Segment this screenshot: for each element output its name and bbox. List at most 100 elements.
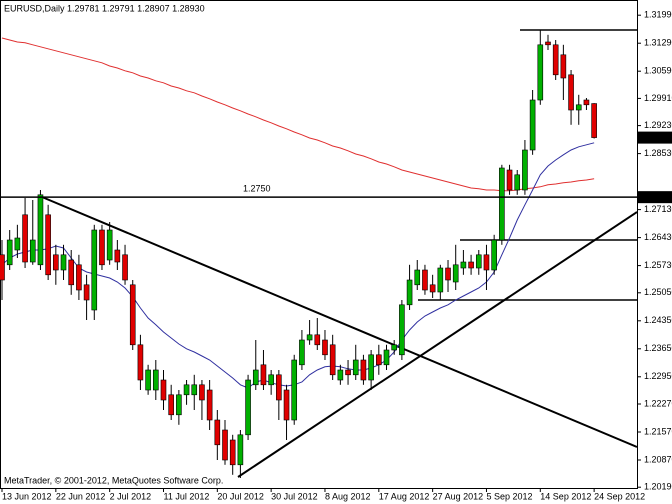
candle-body xyxy=(575,104,582,111)
candle-body xyxy=(99,229,105,266)
x-tick-label: 13 Jun 2012 xyxy=(2,491,52,501)
candle-body xyxy=(191,384,198,396)
x-tick-label: 8 Aug 2012 xyxy=(325,491,371,501)
candle-body xyxy=(537,44,544,101)
candle-body xyxy=(145,369,151,391)
footer: MetaTrader, © 2001-2012, MetaQuotes Soft… xyxy=(4,475,223,485)
candle-body xyxy=(322,339,328,356)
x-tick-label: 2 Jul 2012 xyxy=(110,491,152,501)
candle-body xyxy=(360,359,367,381)
candle-body xyxy=(91,229,98,311)
x-tick-label: 27 Aug 2012 xyxy=(433,491,484,501)
candle-body xyxy=(176,394,182,416)
y-tick-label: 1.25050 xyxy=(644,287,672,297)
y-tick-label: 1.31990 xyxy=(644,10,672,20)
candle-body xyxy=(245,379,251,436)
y-tick-label: 1.30590 xyxy=(644,66,672,76)
y-tick-label: 1.25730 xyxy=(644,260,672,270)
candle-body xyxy=(376,354,382,366)
price-tag-label: 1.27441 xyxy=(641,192,672,202)
candle-body xyxy=(383,349,390,366)
candle-body xyxy=(429,284,436,293)
candle-body xyxy=(552,44,559,76)
candle-body xyxy=(68,259,75,286)
x-tick-label: 22 Jun 2012 xyxy=(56,491,106,501)
candle-body xyxy=(214,419,221,446)
candle-body xyxy=(414,269,421,286)
candle-body xyxy=(60,254,67,271)
candle-body xyxy=(299,339,305,366)
candle-body xyxy=(491,239,497,271)
x-tick-label: 20 Jul 2012 xyxy=(217,491,264,501)
x-tick-label: 14 Sep 2012 xyxy=(540,491,591,501)
x-tick-label: 5 Sep 2012 xyxy=(486,491,532,501)
y-tick-label: 1.26430 xyxy=(644,232,672,242)
candle-body xyxy=(37,194,44,266)
candle-body xyxy=(283,389,290,421)
candle-body xyxy=(352,359,359,376)
candle-body xyxy=(276,374,282,401)
candle-body xyxy=(168,394,174,416)
price-tag xyxy=(638,131,672,144)
candle-body xyxy=(568,74,574,111)
candle-body xyxy=(583,99,590,106)
candle-body xyxy=(291,359,298,421)
y-tick-label: 1.23650 xyxy=(644,343,672,353)
candle-body xyxy=(199,384,205,401)
y-tick-label: 1.20870 xyxy=(644,454,672,464)
candle-body xyxy=(399,304,405,356)
candle-body xyxy=(406,279,413,306)
y-tick-label: 1.24350 xyxy=(644,315,672,325)
x-tick-label: 24 Sep 2012 xyxy=(594,491,645,501)
candle-body xyxy=(122,254,128,281)
annotation: 1.2750 xyxy=(243,183,271,193)
candle-body xyxy=(129,284,136,346)
candle-body xyxy=(222,429,228,461)
trend-line xyxy=(41,196,638,448)
candle-body xyxy=(260,364,267,386)
candle-body xyxy=(437,267,444,293)
price-tag-label: 1.28930 xyxy=(641,132,672,142)
candle-body xyxy=(422,269,428,291)
candle-body xyxy=(29,239,36,263)
candle-body xyxy=(252,369,259,386)
y-tick-label: 1.22270 xyxy=(644,398,672,408)
candle-body xyxy=(160,379,167,401)
candle-body xyxy=(545,41,551,46)
x-tick-label: 11 Jul 2012 xyxy=(163,491,209,501)
candle-body xyxy=(475,254,482,269)
candle-body xyxy=(237,434,244,466)
candle-body xyxy=(6,239,13,266)
candle-body xyxy=(0,254,5,281)
candle-body xyxy=(53,254,59,271)
candle-body xyxy=(460,261,467,269)
y-tick-label: 1.28530 xyxy=(644,148,672,158)
candle-body xyxy=(499,167,505,241)
candle-body xyxy=(306,334,313,341)
candle-body xyxy=(591,103,597,138)
candle-body xyxy=(14,237,21,251)
candle-body xyxy=(391,344,397,351)
candle-body xyxy=(522,149,528,191)
y-tick-label: 1.31290 xyxy=(644,38,672,48)
candle-body xyxy=(106,229,113,261)
y-tick-label: 1.20190 xyxy=(644,482,672,492)
y-tick-label: 1.21570 xyxy=(644,426,672,436)
candle-body xyxy=(83,284,90,301)
trend-line xyxy=(237,211,638,478)
candle-body xyxy=(45,214,51,276)
candle-body xyxy=(483,254,490,271)
candle-body xyxy=(153,369,159,391)
y-tick-label: 1.22950 xyxy=(644,371,672,381)
x-tick-label: 30 Jul 2012 xyxy=(271,491,318,501)
candle-body xyxy=(114,249,121,263)
candle-body xyxy=(445,267,451,281)
x-tick-label: 17 Aug 2012 xyxy=(379,491,430,501)
chart-title: EURUSD,Daily 1.29781 1.29791 1.28907 1.2… xyxy=(4,3,205,13)
candle-body xyxy=(268,374,274,386)
candle-body xyxy=(329,344,336,376)
candle-body xyxy=(529,99,536,151)
candle-body xyxy=(368,354,374,381)
price-tag xyxy=(638,191,672,204)
